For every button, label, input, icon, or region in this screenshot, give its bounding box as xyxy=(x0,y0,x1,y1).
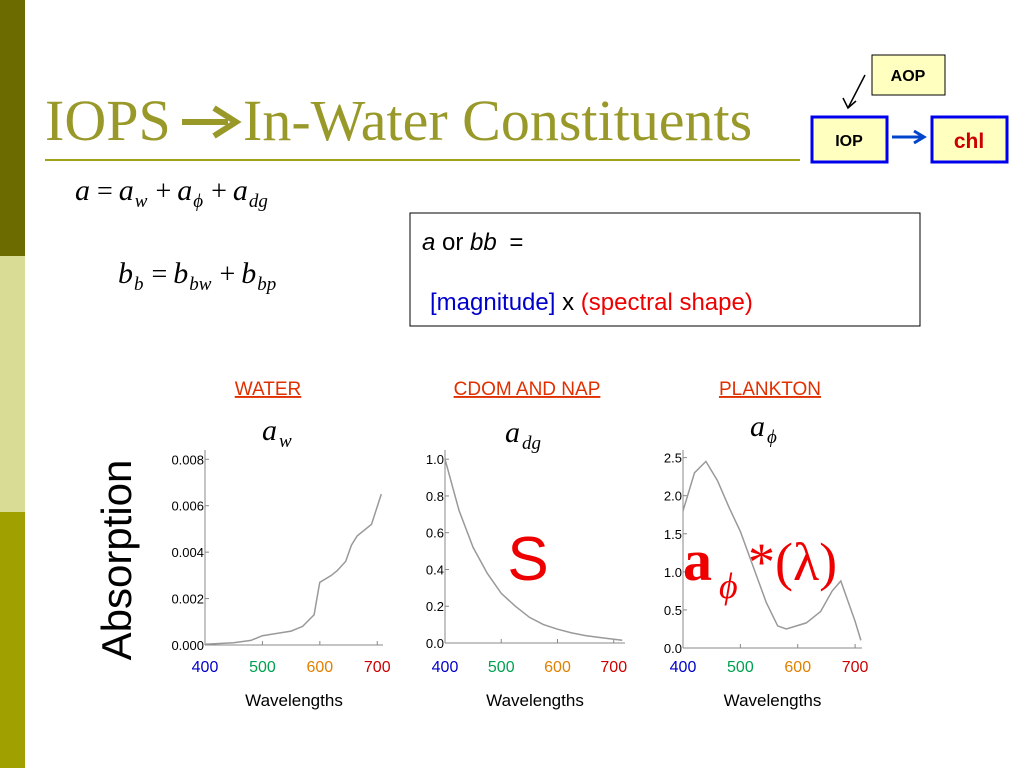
eq-operator: = xyxy=(97,176,113,207)
eq-operator: + xyxy=(155,176,171,207)
symbol-base: a xyxy=(505,416,520,449)
symbol-sub: ϕ xyxy=(767,427,777,448)
box-eq: = xyxy=(509,229,523,256)
y-label: Absorption xyxy=(93,460,140,661)
iop-chl-arrow xyxy=(892,129,927,145)
y-tick-label: 0.2 xyxy=(426,599,444,614)
eq-symbol: a xyxy=(119,174,134,207)
eq-symbol: b xyxy=(241,257,256,290)
y-tick-label: 2.0 xyxy=(664,489,682,504)
y-tick-label: 0.008 xyxy=(171,452,204,467)
x-tick-label: 700 xyxy=(600,659,627,676)
title-arrow xyxy=(182,105,242,139)
eq-operator: + xyxy=(211,176,227,207)
x-tick-label: 600 xyxy=(544,659,571,676)
symbol-base: a xyxy=(262,414,277,447)
eq-symbol: a xyxy=(233,174,248,207)
annotation: S xyxy=(507,525,548,594)
box-line1: a or bb = xyxy=(422,229,523,256)
eq-operator: + xyxy=(219,259,235,290)
aop-label: AOP xyxy=(891,68,926,85)
y-tick-label: 2.5 xyxy=(664,451,682,466)
box-or: or xyxy=(442,229,463,256)
y-tick-label: 1.5 xyxy=(664,527,682,542)
y-tick-label: 0.4 xyxy=(426,562,444,577)
y-tick-label: 0.6 xyxy=(426,526,444,541)
eq-symbol: b xyxy=(118,257,133,290)
data-line xyxy=(682,460,862,641)
iop-label: IOP xyxy=(835,133,863,150)
symbol-base: a xyxy=(750,410,765,443)
y-tick-label: 0.8 xyxy=(426,489,444,504)
eq-subscript: dg xyxy=(249,191,268,212)
y-tick-label: 0.0 xyxy=(426,636,444,651)
x-tick-label: 500 xyxy=(727,659,754,676)
eq-subscript: bw xyxy=(189,274,212,295)
iop-box xyxy=(810,115,889,164)
x-label: Wavelengths xyxy=(245,691,343,710)
eq-symbol: a xyxy=(75,174,90,207)
eq-symbol: a xyxy=(177,174,192,207)
symbol-sub: dg xyxy=(522,433,541,454)
eq-subscript: bp xyxy=(257,274,276,295)
eq-subscript: ϕ xyxy=(193,191,203,212)
x-label: Wavelengths xyxy=(486,691,584,710)
chl-label: chl xyxy=(954,130,984,153)
chart-title: PLANKTON xyxy=(719,379,821,400)
title-left: IOPS xyxy=(45,88,171,153)
chart-title: WATER xyxy=(235,379,302,400)
aop-arrow xyxy=(842,74,866,110)
title-right: In-Water Constituents xyxy=(243,88,752,153)
sidebar-mid xyxy=(0,512,25,768)
y-tick-label: 1.0 xyxy=(664,565,682,580)
data-line xyxy=(444,459,623,641)
box-magnitude: [magnitude] xyxy=(430,289,555,316)
data-line xyxy=(204,493,383,646)
sidebar-dark xyxy=(0,0,25,256)
x-tick-label: 400 xyxy=(670,659,697,676)
x-tick-label: 500 xyxy=(249,659,276,676)
annotation-base: a xyxy=(683,528,712,593)
box-a: a xyxy=(422,229,435,256)
box-times: x xyxy=(562,289,574,316)
y-tick-label: 1.0 xyxy=(426,452,444,467)
annotation-rest: *(λ) xyxy=(748,532,837,592)
x-tick-label: 600 xyxy=(784,659,811,676)
y-tick-label: 0.000 xyxy=(171,638,204,653)
annotation-sub: ϕ xyxy=(719,566,738,606)
x-tick-label: 700 xyxy=(842,659,869,676)
chl-box xyxy=(930,115,1009,164)
x-tick-label: 500 xyxy=(488,659,515,676)
eq-subscript: w xyxy=(135,191,148,212)
y-tick-label: 0.004 xyxy=(171,545,204,560)
symbol-sub: w xyxy=(279,431,292,452)
box-shape: (spectral shape) xyxy=(581,289,753,316)
y-tick-label: 0.002 xyxy=(171,592,204,607)
eq-operator: = xyxy=(152,259,168,290)
chart-title: CDOM AND NAP xyxy=(454,379,601,400)
sidebar-light xyxy=(0,256,25,512)
x-label: Wavelengths xyxy=(724,691,822,710)
y-tick-label: 0.006 xyxy=(171,499,204,514)
box-bb: bb xyxy=(470,229,497,256)
eq-symbol: b xyxy=(173,257,188,290)
eq-subscript: b xyxy=(134,274,144,295)
y-tick-label: 0.0 xyxy=(664,641,682,656)
box-line2: [magnitude] x (spectral shape) xyxy=(430,289,753,316)
x-tick-label: 700 xyxy=(364,659,391,676)
x-tick-label: 400 xyxy=(192,659,219,676)
x-tick-label: 600 xyxy=(306,659,333,676)
aop-box xyxy=(871,54,946,96)
x-tick-label: 400 xyxy=(432,659,459,676)
text-box xyxy=(409,212,921,327)
y-tick-label: 0.5 xyxy=(664,603,682,618)
